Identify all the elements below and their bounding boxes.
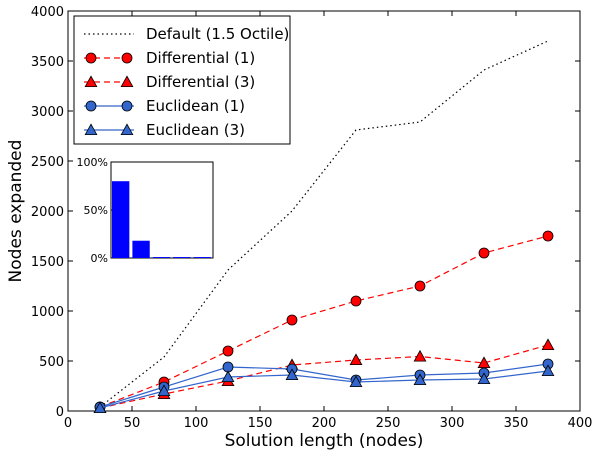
series-euclidean-3 — [93, 364, 555, 414]
y-tick-label: 1500 — [31, 255, 64, 270]
legend: Default (1.5 Octile) Differential (1) Diff… — [73, 15, 291, 145]
y-tick-label: 3000 — [31, 105, 64, 120]
legend-entry: Euclidean (1) — [84, 97, 245, 115]
data-point — [222, 345, 234, 357]
y-tick-label: 2500 — [31, 155, 64, 170]
x-tick-label: 350 — [504, 416, 529, 431]
inset-bar — [173, 257, 191, 258]
y-tick-label: 3500 — [31, 55, 64, 70]
data-point — [541, 364, 555, 377]
y-tick-label: 4000 — [31, 5, 64, 20]
x-tick-label: 50 — [124, 416, 141, 431]
data-point — [157, 384, 171, 397]
legend-label: Default (1.5 Octile) — [146, 25, 289, 43]
data-point — [349, 375, 363, 388]
series-line — [99, 370, 549, 409]
legend-marker — [84, 123, 98, 136]
legend-label: Differential (3) — [146, 73, 255, 91]
inset-tick-label: 0% — [91, 252, 108, 265]
series-line — [99, 363, 549, 408]
legend-marker — [121, 52, 133, 64]
inset-bar — [193, 257, 211, 258]
data-point — [413, 349, 427, 362]
legend-marker — [84, 75, 98, 87]
legend-label: Euclidean (1) — [146, 97, 245, 115]
legend-marker — [120, 123, 134, 136]
y-tick-label: 0 — [56, 405, 64, 420]
legend-entry: Differential (1) — [84, 49, 255, 67]
x-axis-label: Solution length (nodes) — [225, 431, 424, 451]
x-tick-label: 250 — [376, 416, 401, 431]
main-plot: 0 50 100 150 200 250 300 350 4000500100015002000… — [6, 5, 592, 451]
x-tick-label: 200 — [312, 416, 337, 431]
inset-tick-label: 50% — [84, 204, 108, 217]
legend-marker — [121, 100, 133, 112]
y-tick-label: 1000 — [31, 305, 64, 320]
inset-bar — [112, 181, 130, 258]
legend-entry: Default (1.5 Octile) — [84, 25, 289, 43]
inset-bar — [132, 240, 150, 258]
series-default-1-5-octile — [99, 40, 549, 408]
data-point — [414, 280, 426, 292]
x-tick-label: 0 — [64, 416, 72, 431]
legend-entry: Euclidean (3) — [84, 121, 245, 139]
x-tick-label: 400 — [568, 416, 593, 431]
legend-label: Differential (1) — [146, 49, 255, 67]
legend-label: Euclidean (3) — [146, 121, 245, 139]
legend-entry: Differential (3) — [84, 73, 255, 91]
y-axis-label: Nodes expanded — [6, 140, 26, 283]
data-point — [285, 368, 299, 381]
data-point — [477, 372, 491, 385]
x-tick-label: 150 — [248, 416, 273, 431]
data-point — [221, 370, 235, 383]
inset-plot: 0% 50% 100% — [77, 156, 214, 265]
inset-tick-label: 100% — [77, 156, 108, 169]
x-tick-label: 300 — [440, 416, 465, 431]
data-point — [542, 230, 554, 242]
legend-marker — [85, 100, 97, 112]
series-line — [99, 235, 549, 408]
data-point — [93, 401, 107, 414]
legend-marker — [120, 75, 134, 87]
y-tick-label: 2000 — [31, 205, 64, 220]
data-point — [349, 353, 363, 366]
data-point — [350, 295, 362, 307]
data-point — [478, 247, 490, 259]
data-point — [413, 373, 427, 386]
y-tick-label: 500 — [39, 355, 64, 370]
inset-bar — [152, 257, 171, 258]
legend-marker — [85, 52, 97, 64]
series-line — [99, 40, 549, 408]
x-tick-label: 100 — [184, 416, 209, 431]
legend-box — [73, 15, 291, 145]
data-point — [541, 338, 555, 351]
data-point — [286, 314, 298, 326]
